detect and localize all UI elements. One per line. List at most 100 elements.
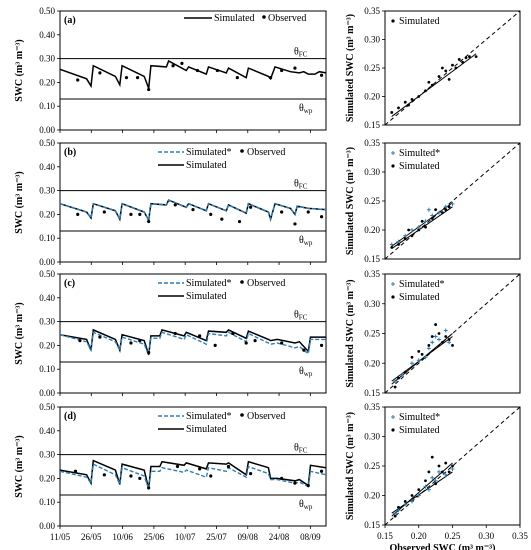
observed-point xyxy=(98,71,102,75)
scatter-panel-0: 0.15 0.20 0.25 0.30 0.35 Simulated Simulated S… xyxy=(345,6,521,130)
scatter-legend-label: Simulted* xyxy=(399,412,440,423)
simulated-star-point xyxy=(393,511,398,516)
x-tick-label: 25/06 xyxy=(144,532,165,542)
y-axis-title: SWC (m³ m⁻³) xyxy=(14,435,25,497)
observed-point xyxy=(102,210,106,214)
simulated-point xyxy=(410,494,414,497)
simulated-star-point xyxy=(430,340,435,345)
simulated-point xyxy=(437,75,441,78)
simulated-point xyxy=(424,89,427,93)
observed-point xyxy=(209,474,213,478)
observed-point xyxy=(180,61,184,65)
line-panel-3: 0.00 0.10 0.20 0.30 0.40 0.50 11/05 26/05 10/06 2… xyxy=(14,402,327,542)
observed-point xyxy=(171,64,175,68)
scatter-legend-swatch-dot xyxy=(391,295,395,299)
scatter-y-tick-label: 0.30 xyxy=(364,167,380,177)
y-tick-label: 0.40 xyxy=(39,162,55,172)
theta-fc-subscript: FC xyxy=(299,183,308,191)
y-tick-label: 0.00 xyxy=(39,257,55,267)
observed-point xyxy=(73,469,78,473)
observed-point xyxy=(76,212,80,216)
observed-point xyxy=(253,339,257,343)
scatter-legend-swatch-dot xyxy=(391,428,395,432)
scatter-x-tick-label: 0.20 xyxy=(411,531,427,541)
observed-point xyxy=(280,210,284,214)
simulated-point xyxy=(430,217,434,220)
simulated-star-point xyxy=(426,487,431,492)
scatter-y-axis-title: Simulated SWC (m³ m⁻³) xyxy=(345,412,356,520)
observed-point xyxy=(195,68,200,73)
observed-point xyxy=(293,481,297,485)
simulated-point xyxy=(440,211,444,215)
simulated-star-line xyxy=(59,199,327,223)
scatter-y-tick-label: 0.30 xyxy=(364,432,380,442)
scatter-legend-swatch-dot xyxy=(391,19,395,23)
simulated-star-point xyxy=(416,225,421,230)
observed-point xyxy=(220,217,224,221)
scatter-panel-1: 0.15 0.20 0.25 0.30 0.35 Simulted* Simulated Si… xyxy=(345,138,521,264)
simulated-point xyxy=(390,111,394,114)
theta-wp-subscript: wp xyxy=(304,107,313,115)
simulated-star-point xyxy=(437,210,441,215)
simulated-star-point xyxy=(437,337,441,342)
simulated-star-point xyxy=(450,466,455,471)
observed-point xyxy=(198,467,202,471)
simulated-star-point xyxy=(410,361,414,366)
observed-point xyxy=(175,464,180,469)
y-tick-label: 0.30 xyxy=(39,317,55,327)
observed-point xyxy=(78,339,82,343)
scatter-y-tick-label: 0.35 xyxy=(364,402,380,412)
simulated-star-point xyxy=(447,340,452,345)
simulated-point xyxy=(417,228,421,232)
x-tick-label: 10/07 xyxy=(175,532,196,542)
simulated-point xyxy=(424,479,427,483)
y-tick-label: 0.50 xyxy=(39,138,55,148)
simulated-point xyxy=(434,208,438,212)
y-tick-label: 0.20 xyxy=(39,77,55,87)
scatter-legend-swatch-dot xyxy=(391,164,395,168)
simulated-point xyxy=(417,95,421,98)
theta-fc-subscript: FC xyxy=(299,447,308,455)
scatter-x-tick-label: 0.25 xyxy=(445,531,461,541)
regression-line xyxy=(391,202,453,247)
legend-label-observed: Observed xyxy=(247,411,285,422)
theta-wp-subscript: wp xyxy=(304,503,313,511)
plot-area-frame xyxy=(59,142,327,263)
simulated-point xyxy=(397,376,400,380)
simulated-point xyxy=(397,243,400,246)
y-tick-label: 0.10 xyxy=(39,497,55,507)
scatter-y-tick-label: 0.35 xyxy=(364,6,380,16)
scatter-y-tick-label: 0.35 xyxy=(364,269,380,279)
simulated-point xyxy=(447,470,451,474)
observed-point xyxy=(98,335,102,339)
simulated-star-line xyxy=(59,463,327,490)
simulated-point xyxy=(410,355,414,359)
scatter-legend-label: Simulated xyxy=(399,292,440,303)
simulated-point xyxy=(444,69,448,73)
simulated-point xyxy=(447,338,451,341)
observed-point xyxy=(319,73,324,77)
simulated-point xyxy=(393,514,397,518)
simulated-star-point xyxy=(393,379,398,384)
legend-label-simulated: Simulated xyxy=(186,424,227,435)
simulated-point xyxy=(461,60,465,64)
simulated-point xyxy=(451,464,454,468)
scatter-y-tick-label: 0.25 xyxy=(364,63,380,73)
simulated-star-point xyxy=(389,242,394,247)
simulated-star-point xyxy=(416,358,421,363)
observed-point xyxy=(124,76,129,80)
simulated-point xyxy=(393,385,397,389)
y-tick-label: 0.50 xyxy=(39,402,55,412)
simulated-point xyxy=(427,470,431,474)
x-tick-label: 11/05 xyxy=(50,532,71,542)
simulated-star-point xyxy=(416,493,421,498)
scatter-legend-label: Simulated* xyxy=(399,279,445,290)
simulated-point xyxy=(440,470,444,474)
scatter-y-tick-label: 0.20 xyxy=(364,358,380,368)
simulated-star-point xyxy=(443,472,448,477)
simulated-star-point xyxy=(430,213,435,218)
simulated-point xyxy=(447,78,451,81)
simulated-point xyxy=(457,58,461,61)
observed-point xyxy=(249,472,253,476)
regression-line xyxy=(391,53,477,117)
